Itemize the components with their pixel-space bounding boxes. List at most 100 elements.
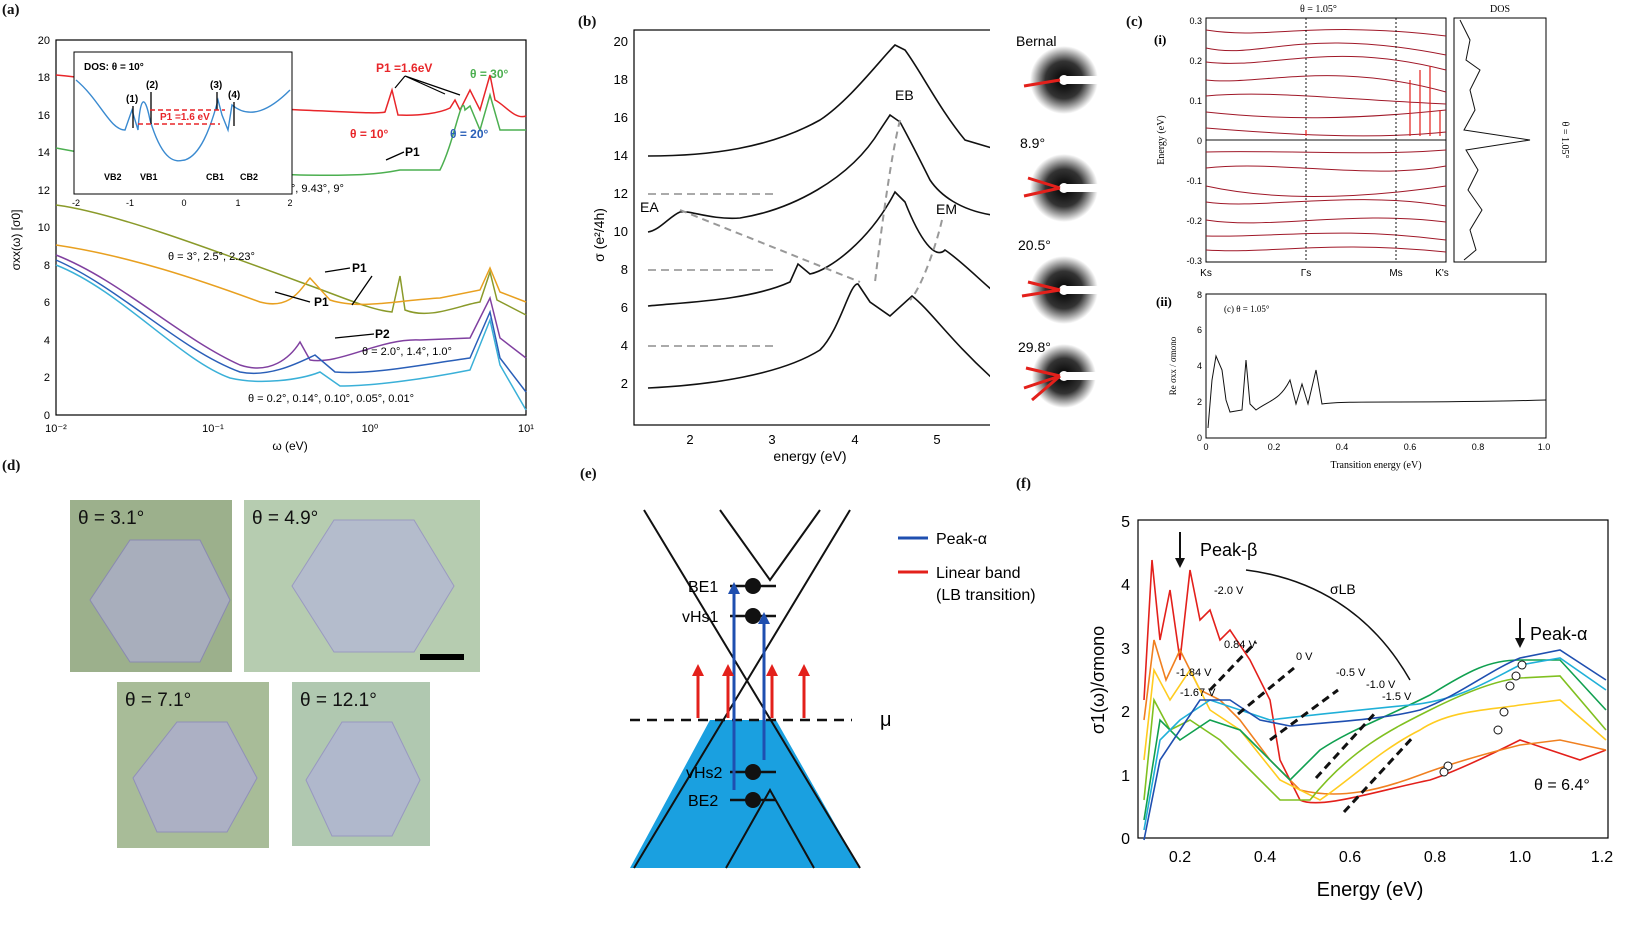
a-inset-xtick: -1 [126, 198, 134, 208]
b-label-eb: EB [895, 87, 914, 103]
a-inset-xtick: 1 [235, 198, 240, 208]
a-curve-cyan [55, 264, 527, 411]
c-dos-title: DOS [1490, 4, 1510, 15]
c-ii-xtick: 1.0 [1538, 442, 1551, 452]
a-inset-band: VB1 [140, 172, 158, 182]
f-peak-alpha: Peak-α [1530, 624, 1587, 644]
f-ytick: 5 [1121, 514, 1130, 531]
a-label-group5: θ = 0.2°, 0.14°, 0.10°, 0.05°, 0.01° [248, 393, 414, 405]
c-ii-ytick: 0 [1197, 433, 1202, 443]
f-ytick: 1 [1121, 768, 1130, 785]
c-sub-ii: (ii) [1156, 294, 1172, 309]
optical-image-31: θ = 3.1° [70, 500, 232, 672]
panel-f-chart: 0 1 2 3 4 5 0.2 0.4 0.6 0.8 1.0 1.2 Ener… [1088, 514, 1613, 901]
a-ytick: 0 [44, 410, 50, 422]
c-ytick: 0.2 [1189, 56, 1202, 66]
a-ytick: 20 [38, 35, 50, 47]
a-inset-xtick: -2 [72, 198, 80, 208]
f-xtick: 0.8 [1424, 849, 1446, 866]
a-ytick: 18 [38, 72, 50, 84]
a-inset-m3: (3) [210, 80, 222, 91]
f-xtick: 0.2 [1169, 849, 1191, 866]
f-ytick: 2 [1121, 704, 1130, 721]
c-side-label: θ = 1.05° [1559, 122, 1570, 159]
c-xtick: Γs [1301, 268, 1312, 279]
c-ytick: -0.2 [1186, 216, 1202, 226]
a-inset-band: VB2 [104, 172, 122, 182]
f-ytick: 3 [1121, 641, 1130, 658]
c-ii-ytick: 8 [1197, 290, 1202, 300]
b-ytick: 12 [614, 186, 628, 201]
a-label-theta30: θ = 30° [470, 67, 509, 81]
b-label-em: EM [936, 201, 957, 217]
e-level-be1: BE1 [688, 579, 718, 596]
b-ytick: 6 [621, 300, 628, 315]
f-xlabel: Energy (eV) [1317, 879, 1424, 901]
c-ii-ytick: 4 [1197, 361, 1202, 371]
b-ytick: 2 [621, 376, 628, 391]
f-voltage: -2.0 V [1214, 585, 1244, 597]
a-curve-olive [55, 204, 527, 316]
b-xtick: 5 [933, 432, 940, 447]
c-xlabel-ii: Transition energy (eV) [1330, 460, 1421, 471]
angle-label-31: θ = 3.1° [78, 508, 145, 529]
a-label-p1b: P1 [352, 261, 367, 275]
angle-label-71: θ = 7.1° [125, 690, 192, 711]
b-diffraction-column: Bernal 8.9° 20.5° 29.8° [1016, 33, 1124, 408]
f-xtick: 1.0 [1509, 849, 1531, 866]
a-inset-xtick: 0 [181, 198, 186, 208]
f-ytick: 4 [1121, 577, 1130, 594]
f-ylabel: σ1(ω)/σmono [1088, 626, 1108, 734]
b-ytick: 4 [621, 338, 628, 353]
a-ytick: 10 [38, 222, 50, 234]
svg-text:29.8°: 29.8° [1018, 339, 1051, 355]
scale-bar [420, 654, 464, 660]
f-voltage: -1.0 V [1366, 679, 1396, 691]
b-xlabel: energy (eV) [773, 448, 846, 464]
a-label-p1a: P1 [405, 145, 420, 159]
svg-text:Bernal: Bernal [1016, 33, 1056, 49]
e-legend-lb2: (LB transition) [936, 587, 1036, 604]
c-ii-xtick: 0 [1203, 442, 1208, 452]
diffraction-89: 8.9° [1020, 135, 1124, 222]
e-level-vhs1: vHs1 [682, 609, 719, 626]
a-label-p1top: P1 =1.6eV [376, 61, 432, 75]
panel-e-schematic: μ BE1 vHs1 vHs2 BE2 Peak-α Linear band (… [630, 509, 1036, 869]
a-ytick: 2 [44, 372, 50, 384]
a-curve-purple [55, 254, 527, 369]
f-xtick: 0.6 [1339, 849, 1361, 866]
a-label-group4: θ = 2.0°, 1.4°, 1.0° [362, 346, 452, 358]
a-xtick: 10¹ [518, 423, 534, 435]
e-level-be2: BE2 [688, 793, 718, 810]
e-legend-alpha: Peak-α [936, 531, 987, 548]
a-ytick: 14 [38, 147, 50, 159]
panel-b-chart: 2 4 6 8 10 12 14 16 18 20 2 3 4 5 energy… [591, 29, 990, 464]
f-voltage: 0 V [1296, 651, 1313, 663]
optical-image-49: θ = 4.9° [244, 500, 480, 672]
c-ii-xtick: 0.6 [1404, 442, 1417, 452]
a-label-group3: θ = 3°, 2.5°, 2.23° [168, 251, 255, 263]
a-label-p2: P2 [375, 327, 390, 341]
b-ytick: 16 [614, 110, 628, 125]
f-ytick: 0 [1121, 831, 1130, 848]
panel-b-label: (b) [578, 14, 597, 30]
a-ytick: 6 [44, 297, 50, 309]
f-voltage: -1.5 V [1382, 691, 1412, 703]
svg-text:20.5°: 20.5° [1018, 237, 1051, 253]
f-sigma-lb: σLB [1330, 581, 1356, 597]
a-inset-m2: (2) [146, 80, 158, 91]
a-xtick: 10⁻² [45, 423, 67, 435]
diffraction-bernal: Bernal [1016, 33, 1124, 114]
b-label-ea: EA [640, 199, 659, 215]
a-inset-peak: P1 =1.6 eV [160, 112, 210, 123]
optical-image-121: θ = 12.1° [292, 682, 430, 846]
c-title-ii: (c) θ = 1.05° [1224, 304, 1270, 314]
c-ytick: 0 [1197, 136, 1202, 146]
b-ytick: 14 [614, 148, 628, 163]
a-inset-m4: (4) [228, 90, 240, 101]
a-label-p1c: P1 [314, 295, 329, 309]
c-title-i: θ = 1.05° [1300, 4, 1337, 15]
a-curve-orange [55, 244, 527, 306]
a-inset-title: DOS: θ = 10° [84, 62, 144, 73]
b-ytick: 20 [614, 34, 628, 49]
